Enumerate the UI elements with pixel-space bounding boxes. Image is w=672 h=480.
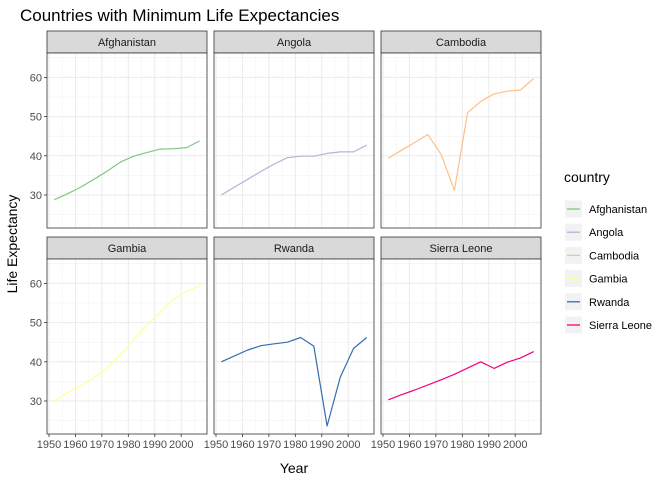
y-tick-label: 40 [30,357,42,369]
chart-title: Countries with Minimum Life Expectancies [20,6,339,25]
legend-item-gambia: Gambia [565,270,628,288]
series-line-afghanistan [54,140,200,201]
y-tick-label: 30 [30,190,42,202]
legend-title: country [564,169,610,185]
y-tick-label: 60 [30,72,42,84]
x-tick-label: 1990 [477,439,501,451]
panel-border [213,52,375,229]
x-tick-label: 1950 [204,439,228,451]
y-tick-label: 50 [30,318,42,330]
x-tick-label: 2000 [169,439,193,451]
legend-item-rwanda: Rwanda [565,293,630,311]
series-line-sierra-leone [388,351,534,401]
x-tick-label: 1950 [37,439,61,451]
legend-label: Sierra Leone [589,320,652,332]
panel-border [380,52,542,229]
legend-label: Gambia [589,274,628,286]
series-line-rwanda [221,336,368,427]
facet-panels: Afghanistan 30 40 50 60 Angola Cambodia Gambia 3… [30,30,542,451]
panel-afghanistan: Afghanistan 30 40 50 60 [30,30,208,229]
legend-label: Angola [589,227,624,239]
facet-strip-label: Cambodia [436,37,487,49]
x-tick-label: 1960 [63,439,87,451]
legend-item-angola: Angola [565,223,624,241]
panel-cambodia: Cambodia [380,30,542,229]
x-tick-label: 1980 [283,439,307,451]
series-line-gambia [53,285,200,402]
y-tick-label: 30 [30,396,42,408]
series-line-cambodia [387,78,535,191]
legend-label: Afghanistan [589,204,647,216]
x-axis-title: Year [280,460,309,476]
x-tick-label: 1970 [424,439,448,451]
x-tick-label: 2000 [336,439,360,451]
x-tick-label: 1960 [230,439,254,451]
x-tick-label: 1970 [90,439,114,451]
plot-background [381,259,541,434]
facet-strip-label: Angola [277,37,312,49]
panel-angola: Angola [213,30,375,229]
plot-background [214,53,374,228]
panel-border [46,258,208,435]
panel-border [46,52,208,229]
x-tick-label: 1950 [371,439,395,451]
legend: country Afghanistan Angola Cambodia Gambia R… [564,169,652,334]
facet-strip-label: Rwanda [274,243,315,255]
panel-gambia: Gambia 30 40 50 60 1950 1960 1970 1980 1990 2000 [30,236,208,451]
y-axis-title: Life Expectancy [4,195,20,294]
x-tick-label: 1990 [310,439,334,451]
plot-background [381,53,541,228]
x-tick-label: 1970 [257,439,281,451]
facet-strip-label: Sierra Leone [430,243,493,255]
x-tick-label: 1980 [450,439,474,451]
panel-border [213,258,375,435]
y-tick-label: 60 [30,278,42,290]
y-tick-label: 50 [30,112,42,124]
x-tick-label: 1960 [397,439,421,451]
panel-rwanda: Rwanda 1950 1960 1970 1980 1990 2000 [204,236,375,451]
panel-sierra-leone: Sierra Leone 1950 1960 1970 1980 1990 2000 [371,236,542,451]
panel-border [380,258,542,435]
series-line-angola [220,144,367,196]
plot-background [214,259,374,434]
x-tick-label: 1980 [116,439,140,451]
legend-label: Rwanda [589,297,630,309]
legend-label: Cambodia [589,250,640,262]
y-tick-label: 40 [30,151,42,163]
legend-item-afghanistan: Afghanistan [565,200,647,218]
x-tick-label: 2000 [503,439,527,451]
legend-item-cambodia: Cambodia [565,246,640,264]
x-tick-label: 1990 [143,439,167,451]
legend-item-sierra-leone: Sierra Leone [565,316,652,334]
facet-strip-label: Gambia [108,243,147,255]
facet-strip-label: Afghanistan [98,37,156,49]
plot-background [47,53,207,228]
